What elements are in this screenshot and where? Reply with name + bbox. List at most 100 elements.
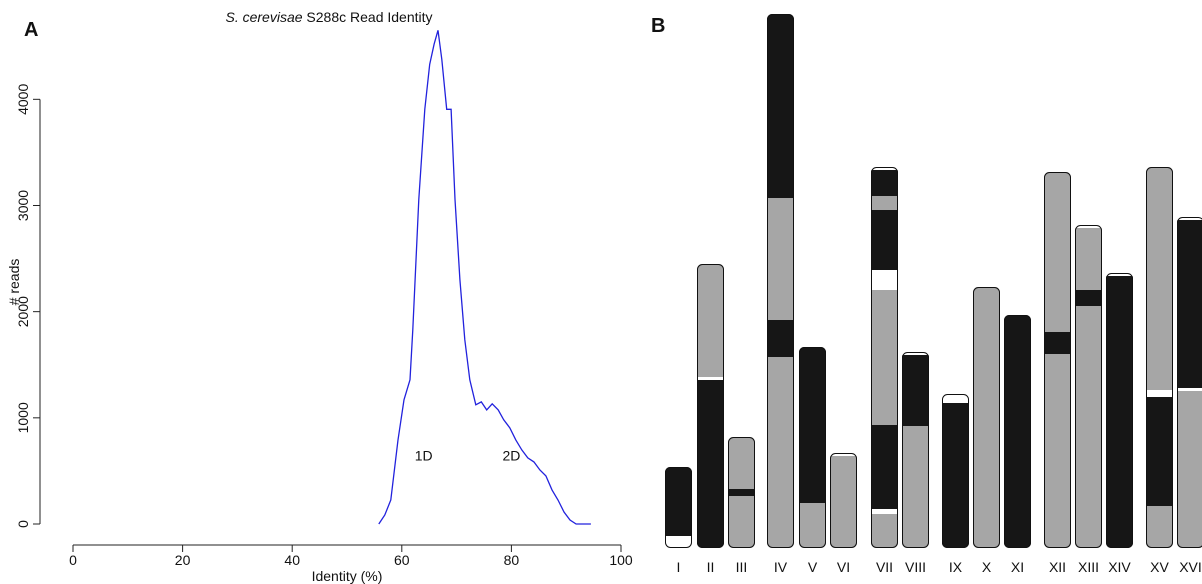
chromosome-segment — [697, 377, 724, 380]
chromosome-segment — [1075, 290, 1102, 306]
chromosome-segment — [1146, 390, 1173, 397]
chromosome-outline — [942, 394, 969, 548]
chromosome-segment — [665, 536, 692, 548]
title-species: S. cerevisae — [225, 9, 302, 25]
chromosome-segment — [871, 210, 898, 270]
chromosome-segment — [1044, 172, 1071, 332]
chromosome-segment — [799, 503, 826, 548]
chromosome-segment — [1146, 397, 1173, 506]
chromosome-outline — [902, 352, 929, 548]
chromosome-segment — [871, 509, 898, 514]
chromosome-outline — [1177, 217, 1202, 548]
chromosome-segment — [728, 437, 755, 489]
chromosome-segment — [767, 357, 794, 548]
chromosome-label: IV — [774, 559, 788, 575]
chromosome-outline — [830, 453, 857, 548]
chromosome-outline — [799, 347, 826, 548]
chromosome-segment — [1177, 217, 1202, 220]
chromosome-label: XV — [1150, 559, 1169, 575]
chromosome-segment — [728, 489, 755, 496]
chromosome-outline — [665, 467, 692, 548]
chromosome-outline — [1004, 315, 1031, 548]
x-tick-label: 80 — [504, 552, 520, 568]
chromosome-label: XI — [1011, 559, 1024, 575]
x-axis-label: Identity (%) — [312, 568, 383, 584]
chromosome-label: XVI — [1179, 559, 1202, 575]
chromosome-label: XII — [1049, 559, 1066, 575]
chromosome-segment — [1075, 306, 1102, 548]
chromosome-segment — [1177, 388, 1202, 391]
annotation: 1D — [415, 447, 433, 463]
y-axis-label: # reads — [6, 259, 22, 306]
y-tick-label: 0 — [15, 520, 31, 528]
chromosome-label: VIII — [905, 559, 926, 575]
chromosome-segment — [767, 320, 794, 357]
x-tick-label: 0 — [69, 552, 77, 568]
chromosome-segment — [1004, 315, 1031, 548]
x-tick-label: 100 — [609, 552, 633, 568]
chromosome-segment — [1044, 332, 1071, 354]
y-tick-label: 1000 — [15, 402, 31, 433]
chromosome-segment — [1177, 220, 1202, 388]
chromosome-label: V — [808, 559, 818, 575]
chromosome-outline — [728, 437, 755, 548]
chromosome-segment — [665, 467, 692, 536]
chromosome-label: II — [707, 559, 715, 575]
x-tick-label: 40 — [284, 552, 300, 568]
chromosome-segment — [728, 496, 755, 548]
chromosome-segment — [697, 380, 724, 548]
chromosome-outline — [1075, 225, 1102, 548]
chromosome-outline — [871, 167, 898, 548]
chromosome-segment — [902, 352, 929, 355]
chromosome-outline — [1146, 167, 1173, 548]
chromosome-segment — [1106, 276, 1133, 548]
chromosome-label: I — [677, 559, 681, 575]
chromosome-outline — [697, 264, 724, 548]
chromosome-outline — [1106, 273, 1133, 548]
chromosome-segment — [871, 514, 898, 548]
chart-title: S. cerevisae S288c Read Identity — [225, 9, 432, 25]
chromosome-segment — [1106, 273, 1133, 276]
chromosome-label: X — [982, 559, 992, 575]
chromosome-segment — [871, 290, 898, 425]
panel-label: A — [24, 19, 38, 41]
chromosome-segment — [871, 170, 898, 196]
chromosome-outline — [767, 14, 794, 548]
chromosome-segment — [1075, 225, 1102, 228]
title-rest: S288c Read Identity — [306, 9, 432, 25]
chromosome-segment — [830, 453, 857, 456]
y-tick-label: 3000 — [15, 190, 31, 221]
x-tick-label: 60 — [394, 552, 410, 568]
chromosome-segment — [871, 270, 898, 290]
chromosome-segment — [942, 403, 969, 548]
chromosome-segment — [871, 167, 898, 170]
data-line — [378, 30, 591, 525]
chromosome-segment — [799, 347, 826, 503]
y-tick-label: 2000 — [15, 296, 31, 327]
chromosome-segment — [830, 456, 857, 548]
chromosome-segment — [902, 355, 929, 426]
chromosome-label: III — [736, 559, 748, 575]
chromosome-outline — [973, 287, 1000, 548]
chromosome-segment — [871, 196, 898, 210]
chromosome-segment — [942, 394, 969, 403]
chromosome-label: VII — [876, 559, 893, 575]
chromosome-label: VI — [837, 559, 850, 575]
x-tick-label: 20 — [175, 552, 191, 568]
chromosome-segment — [973, 287, 1000, 548]
annotation: 2D — [502, 447, 520, 463]
chromosome-segment — [767, 198, 794, 320]
panel-label: B — [651, 15, 665, 37]
chromosome-label: XIV — [1108, 559, 1131, 575]
chromosome-segment — [1075, 228, 1102, 290]
chromosome-segment — [1146, 167, 1173, 390]
chromosome-segment — [871, 425, 898, 509]
chromosome-segment — [1044, 354, 1071, 548]
y-tick-label: 4000 — [15, 84, 31, 115]
chromosome-label: XIII — [1078, 559, 1099, 575]
chromosome-outline — [1044, 172, 1071, 548]
chromosome-segment — [697, 264, 724, 377]
chromosome-segment — [902, 426, 929, 548]
chromosome-segment — [767, 14, 794, 198]
